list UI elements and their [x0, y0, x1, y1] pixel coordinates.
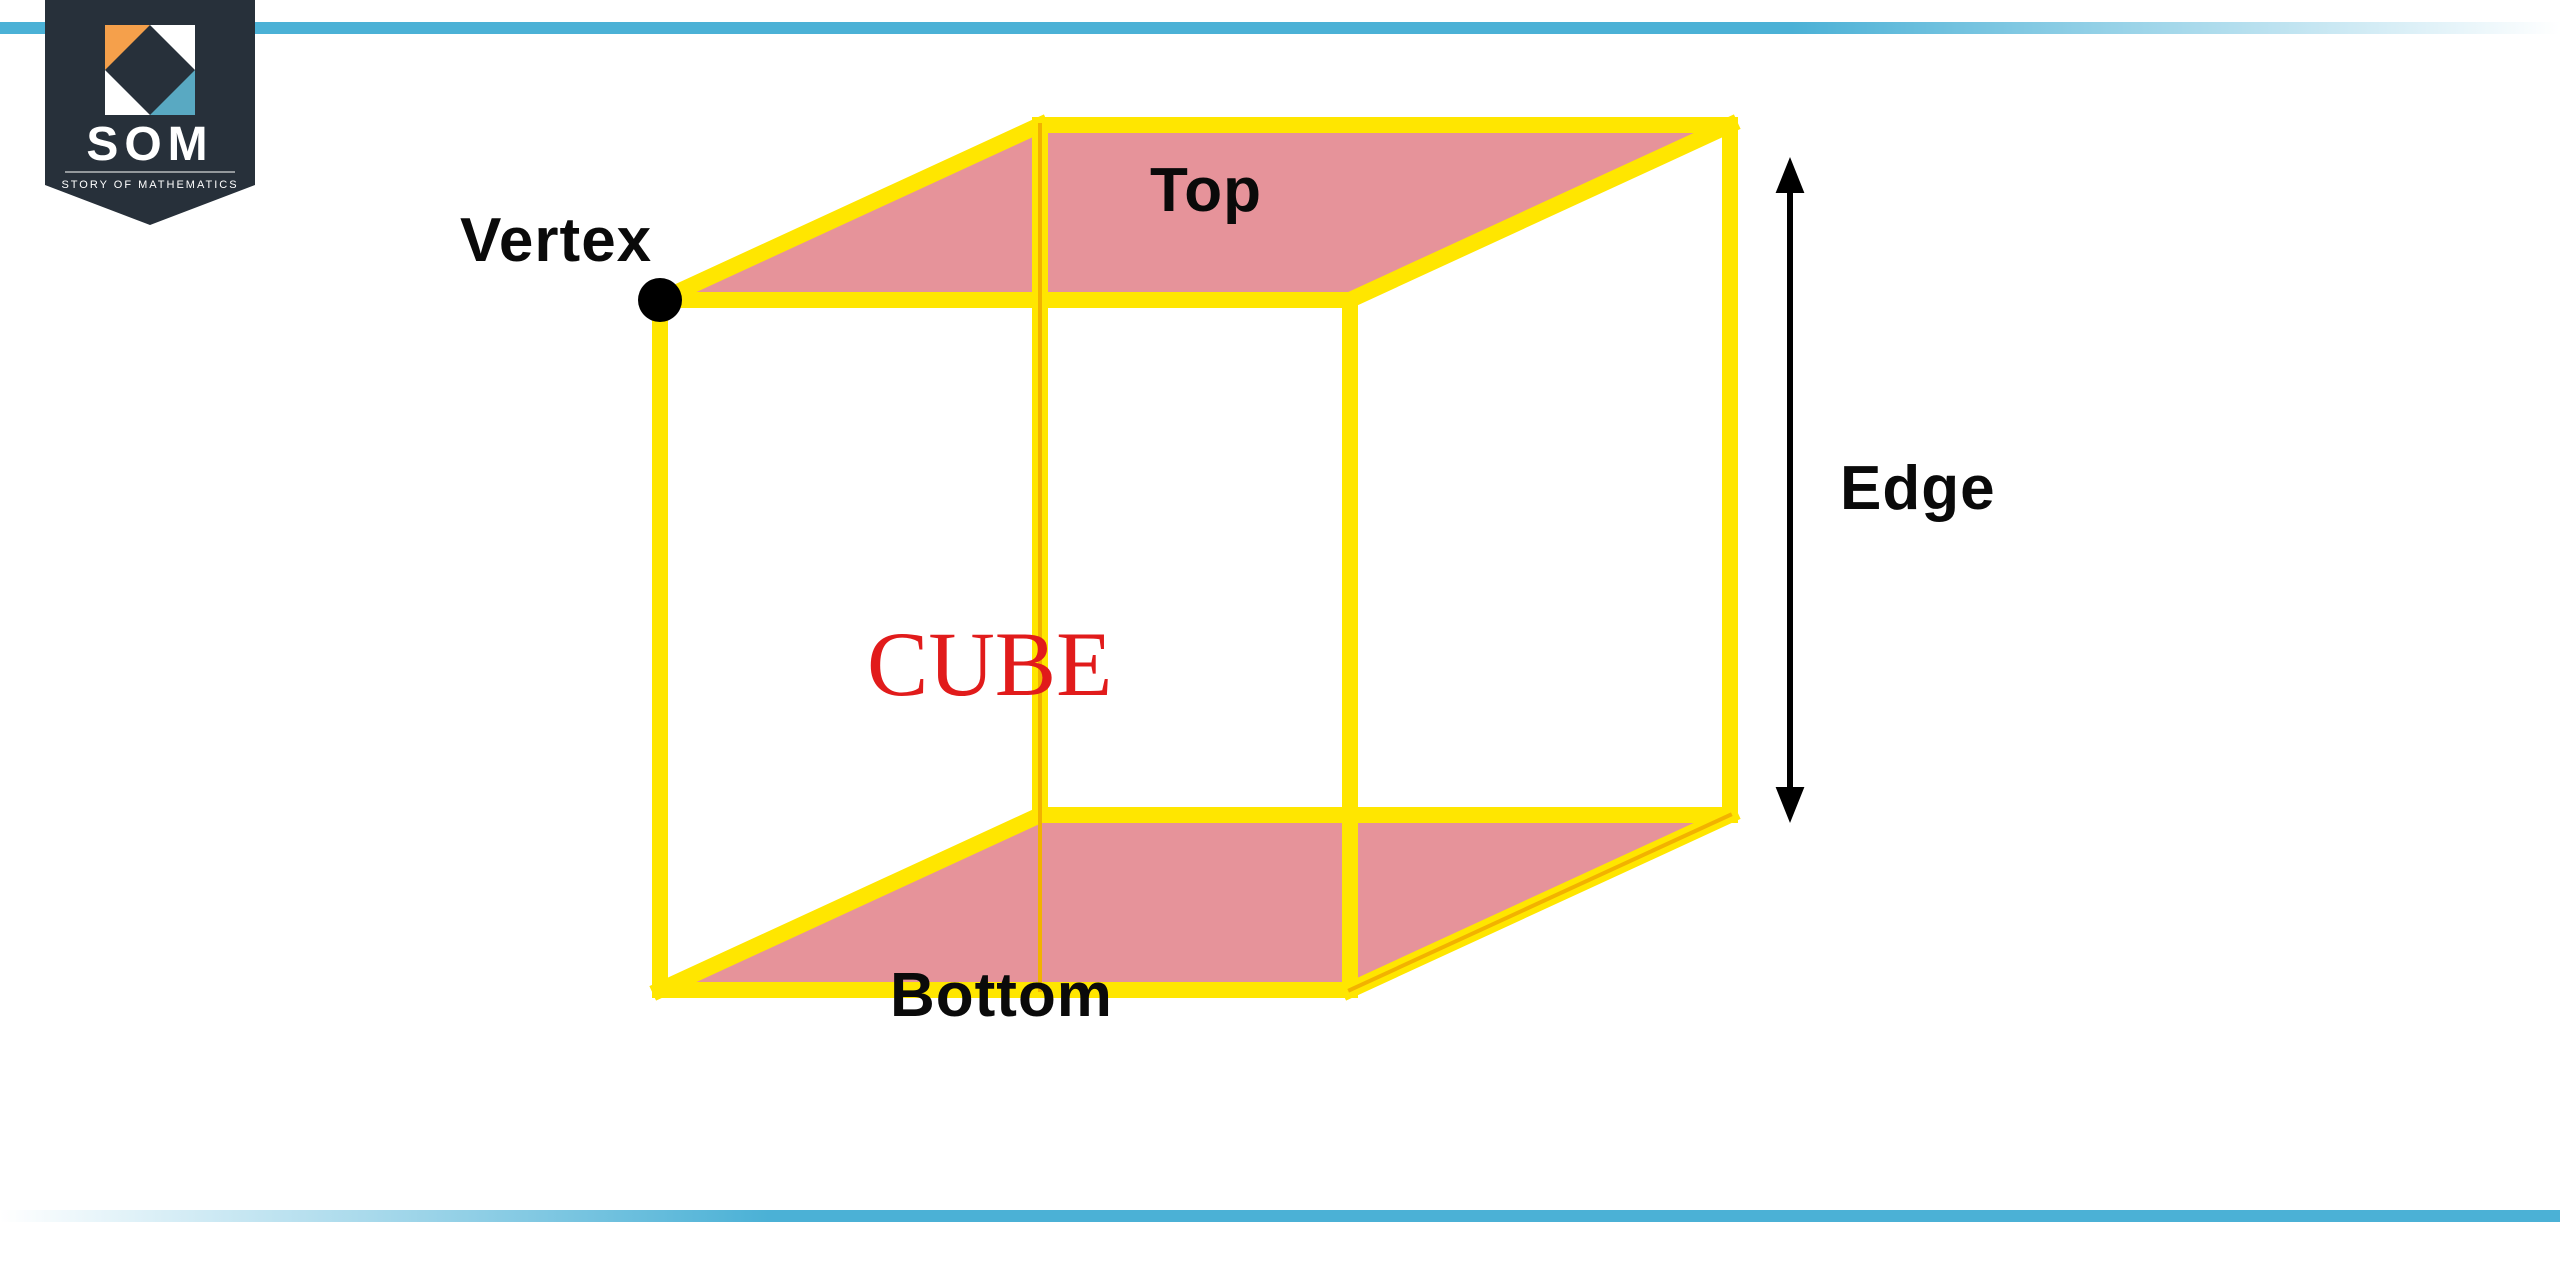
edge-label: Edge [1840, 453, 1996, 524]
edge-arrow-head-down [1776, 787, 1805, 823]
bottom-face-label: Bottom [890, 960, 1113, 1031]
bottom-face [660, 815, 1730, 990]
cube-title: CUBE [867, 611, 1112, 717]
vertex-label: Vertex [460, 205, 652, 276]
top-face-label: Top [1150, 155, 1262, 226]
edge-arrow-head-up [1776, 157, 1805, 193]
stage: SOM STORY OF MATHEMATICS Vertex Top Bott… [0, 0, 2560, 1280]
vertex-dot [638, 278, 682, 322]
cube-diagram [0, 0, 2560, 1280]
